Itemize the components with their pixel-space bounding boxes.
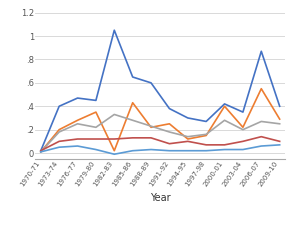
X-axis label: Year: Year (150, 193, 171, 203)
